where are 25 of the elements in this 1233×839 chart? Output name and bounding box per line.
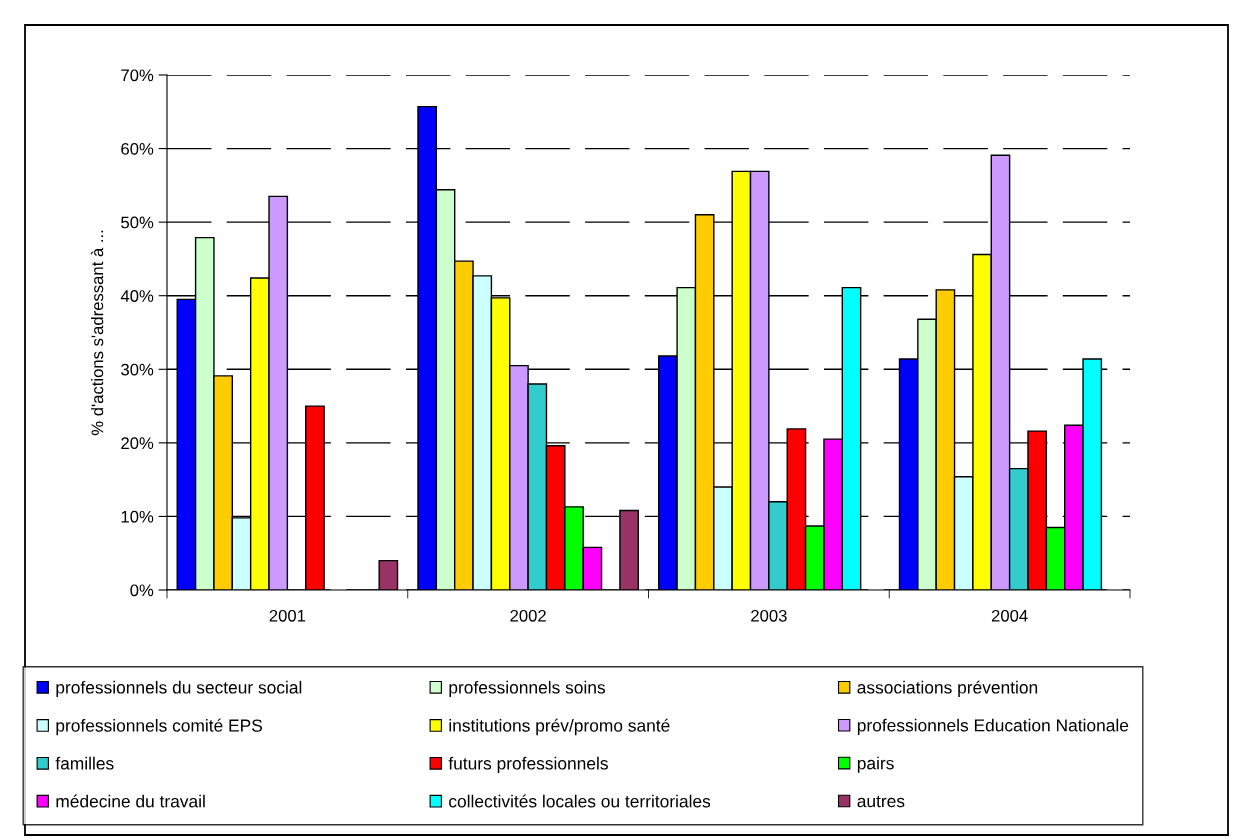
y-tick-label: 30% — [121, 363, 154, 376]
x-tick-label: 2002 — [510, 609, 546, 622]
legend-label: professionnels comité EPS — [56, 718, 262, 736]
x-tick-label: 2001 — [269, 609, 306, 622]
legend-label: médecine du travail — [56, 794, 205, 808]
y-axis-title: % d'actions s'adressant à ... — [90, 230, 104, 436]
y-tick-label: 60% — [121, 142, 154, 155]
x-tick-label: 2004 — [991, 609, 1028, 622]
y-tick-label: 40% — [120, 290, 154, 302]
legend-label: futurs professionnels — [448, 756, 608, 774]
legend-label: professionnels Education Nationale — [857, 718, 1129, 735]
legend-label: institutions prév/promo santé — [449, 718, 670, 736]
y-tick-label: 10% — [121, 510, 154, 523]
legend-label: professionnels du secteur social — [56, 680, 302, 698]
legend-label: familles — [55, 756, 114, 770]
y-tick-label: 70% — [121, 69, 154, 82]
legend-label: professionnels soins — [449, 680, 606, 698]
x-tick-label: 2003 — [751, 609, 787, 622]
y-tick-label: 20% — [121, 437, 154, 450]
legend-label: associations prévention — [857, 680, 1038, 698]
legend-label: autres — [857, 795, 905, 808]
y-tick-label: 0% — [130, 584, 154, 597]
legend-label: pairs — [857, 756, 894, 773]
legend-label: collectivités locales ou territoriales — [449, 794, 711, 808]
y-tick-label: 50% — [121, 216, 154, 229]
